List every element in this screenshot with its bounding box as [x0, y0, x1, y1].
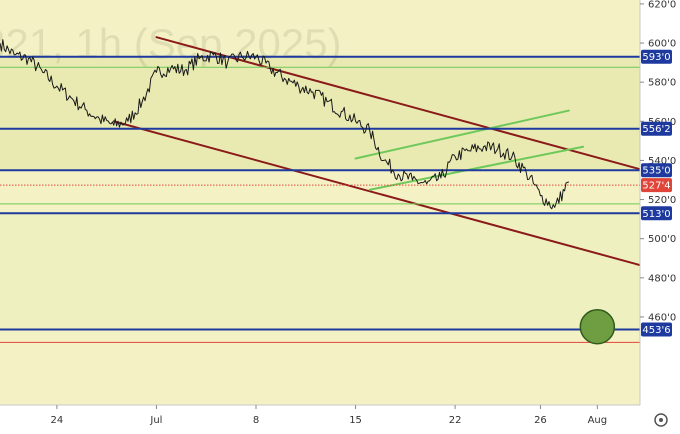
y-tick-label: 500'0: [648, 234, 676, 245]
y-tick-label: 580'0: [648, 78, 676, 89]
y-tick-label: 540'0: [648, 156, 676, 167]
y-tick-label: 620'0: [648, 0, 676, 10]
price-tag: [641, 206, 672, 221]
x-tick-label: Jul: [149, 415, 162, 426]
x-tick-label: 8: [253, 415, 259, 426]
y-tick-label: 460'0: [648, 312, 676, 323]
x-tick-label: Aug: [588, 415, 608, 426]
price-tag: [641, 322, 672, 337]
y-tick-label: 600'0: [648, 39, 676, 50]
price-tag: [641, 121, 672, 136]
price-tag-label: 535'0: [642, 166, 670, 177]
x-tick-label: 24: [51, 415, 64, 426]
x-tick-label: 22: [449, 415, 462, 426]
horizontal-levels: [0, 55, 640, 343]
trendline: [368, 145, 585, 191]
price-tag: [641, 178, 672, 193]
price-tag-label: 556'2: [642, 124, 670, 135]
x-axis-ticks: 24 Jul 8 15 22 26 Aug: [51, 405, 608, 426]
x-tick-label: 26: [534, 415, 547, 426]
trendline: [354, 109, 570, 160]
price-tag: [641, 163, 672, 178]
price-tag: [641, 49, 672, 64]
price-tag-label: 513'0: [642, 209, 670, 220]
trendline: [155, 36, 641, 171]
price-tags: 593'0 556'2 535'0 527'4 513'0 453'6: [641, 49, 672, 337]
target-marker: [579, 308, 616, 345]
x-tick-label: 15: [349, 415, 362, 426]
price-line: [0, 39, 570, 210]
lower-range-band: [0, 213, 640, 330]
price-tag-label: 527'4: [642, 181, 670, 192]
x-axis-panel: [0, 405, 640, 434]
y-tick-label: 480'0: [648, 273, 676, 284]
trendlines: [112, 36, 641, 267]
upper-range-band: [0, 56, 640, 171]
price-tag-label: 453'6: [642, 325, 670, 336]
settings-gear-icon[interactable]: [654, 413, 668, 427]
trendline: [112, 120, 641, 267]
price-tag-label: 593'0: [642, 52, 670, 63]
chart-watermark: 321, 1h (Sep 2025): [0, 20, 342, 67]
price-series: [0, 39, 570, 210]
y-tick-label: 520'0: [648, 195, 676, 206]
